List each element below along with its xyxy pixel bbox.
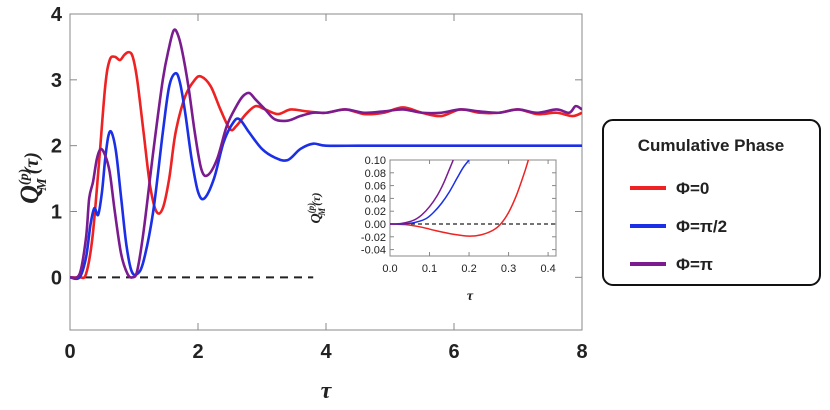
series-line-phi-pi xyxy=(70,28,582,280)
inset-y-tick-labels: -0.04-0.020.000.020.040.060.080.10 xyxy=(361,155,386,257)
y-tick-label: -0.02 xyxy=(361,232,386,244)
x-tick-label: 0.1 xyxy=(422,263,437,275)
legend-items: Φ=0 Φ=π/2 Φ=π xyxy=(630,179,727,274)
inset-plot: 0.0 0.1 0.2 0.3 0.4 -0.04-0.020.000.020.040.… xyxy=(306,155,557,304)
y-tick-label: 0.04 xyxy=(365,193,386,205)
y-tick-label: 0 xyxy=(51,267,62,289)
inset-y-label-arg: (τ) xyxy=(309,193,323,206)
x-tick-label: 0.4 xyxy=(540,263,555,275)
y-tick-label: 1 xyxy=(51,202,62,224)
inset-y-label-main: Q xyxy=(309,213,324,223)
y-tick-label: 0.02 xyxy=(365,206,386,218)
inset-plot-frame xyxy=(389,159,557,257)
main-x-tick-labels: 0 2 4 6 8 xyxy=(64,341,587,363)
y-tick-label: 0.10 xyxy=(365,155,386,167)
main-y-axis-label: Q(p) M (τ) xyxy=(15,152,50,204)
y-tick-label: 0.06 xyxy=(365,181,386,193)
inset-y-label-sup: (p) xyxy=(306,203,316,214)
main-y-label-arg: (τ) xyxy=(21,152,43,174)
x-tick-label: 6 xyxy=(448,341,459,363)
legend-label: Φ=π xyxy=(676,255,713,274)
main-y-tick-labels: 0 1 2 3 4 xyxy=(51,4,63,289)
x-tick-label: 0.2 xyxy=(461,263,476,275)
svg-text:Q(p)M(τ): Q(p)M (τ) xyxy=(15,152,50,204)
x-tick-label: 0 xyxy=(64,341,75,363)
y-tick-label: -0.04 xyxy=(361,245,386,257)
inset-series-group xyxy=(390,160,530,237)
x-tick-label: 8 xyxy=(576,341,587,363)
inset-y-axis-label: Q(p)M(τ) xyxy=(306,193,327,224)
main-y-label-sub: M xyxy=(35,178,50,192)
y-tick-label: 3 xyxy=(51,70,62,92)
legend-label: Φ=π/2 xyxy=(676,217,727,236)
x-tick-label: 0.0 xyxy=(382,263,397,275)
series-line-phi-0 xyxy=(70,50,582,280)
y-tick-label: 2 xyxy=(51,136,62,158)
svg-text:Q(p)M(τ): Q(p)M(τ) xyxy=(306,193,327,224)
legend-label: Φ=0 xyxy=(676,179,709,198)
inset-x-axis-label: τ xyxy=(467,289,474,304)
series-line-phi-pi xyxy=(390,160,454,225)
main-series-group xyxy=(70,28,582,281)
x-tick-label: 0.3 xyxy=(501,263,516,275)
series-line-phi-pi-half xyxy=(390,160,470,225)
inset-y-label-sub: M xyxy=(317,207,327,217)
legend: Cumulative Phase Φ=0 Φ=π/2 Φ=π xyxy=(602,119,821,286)
y-tick-label: 0.08 xyxy=(365,168,386,180)
y-tick-label: 4 xyxy=(51,4,63,26)
x-tick-label: 4 xyxy=(320,341,332,363)
series-line-phi-0 xyxy=(390,160,530,237)
inset-ticks xyxy=(389,159,556,256)
main-x-axis-label: τ xyxy=(321,378,333,404)
y-tick-label: 0.00 xyxy=(365,219,386,231)
main-y-label-sup: (p) xyxy=(17,169,32,185)
x-tick-label: 2 xyxy=(192,341,203,363)
legend-box xyxy=(602,119,821,286)
main-y-label-main: Q xyxy=(15,185,44,204)
legend-title: Cumulative Phase xyxy=(638,136,784,155)
inset-x-tick-labels: 0.0 0.1 0.2 0.3 0.4 xyxy=(382,263,555,275)
